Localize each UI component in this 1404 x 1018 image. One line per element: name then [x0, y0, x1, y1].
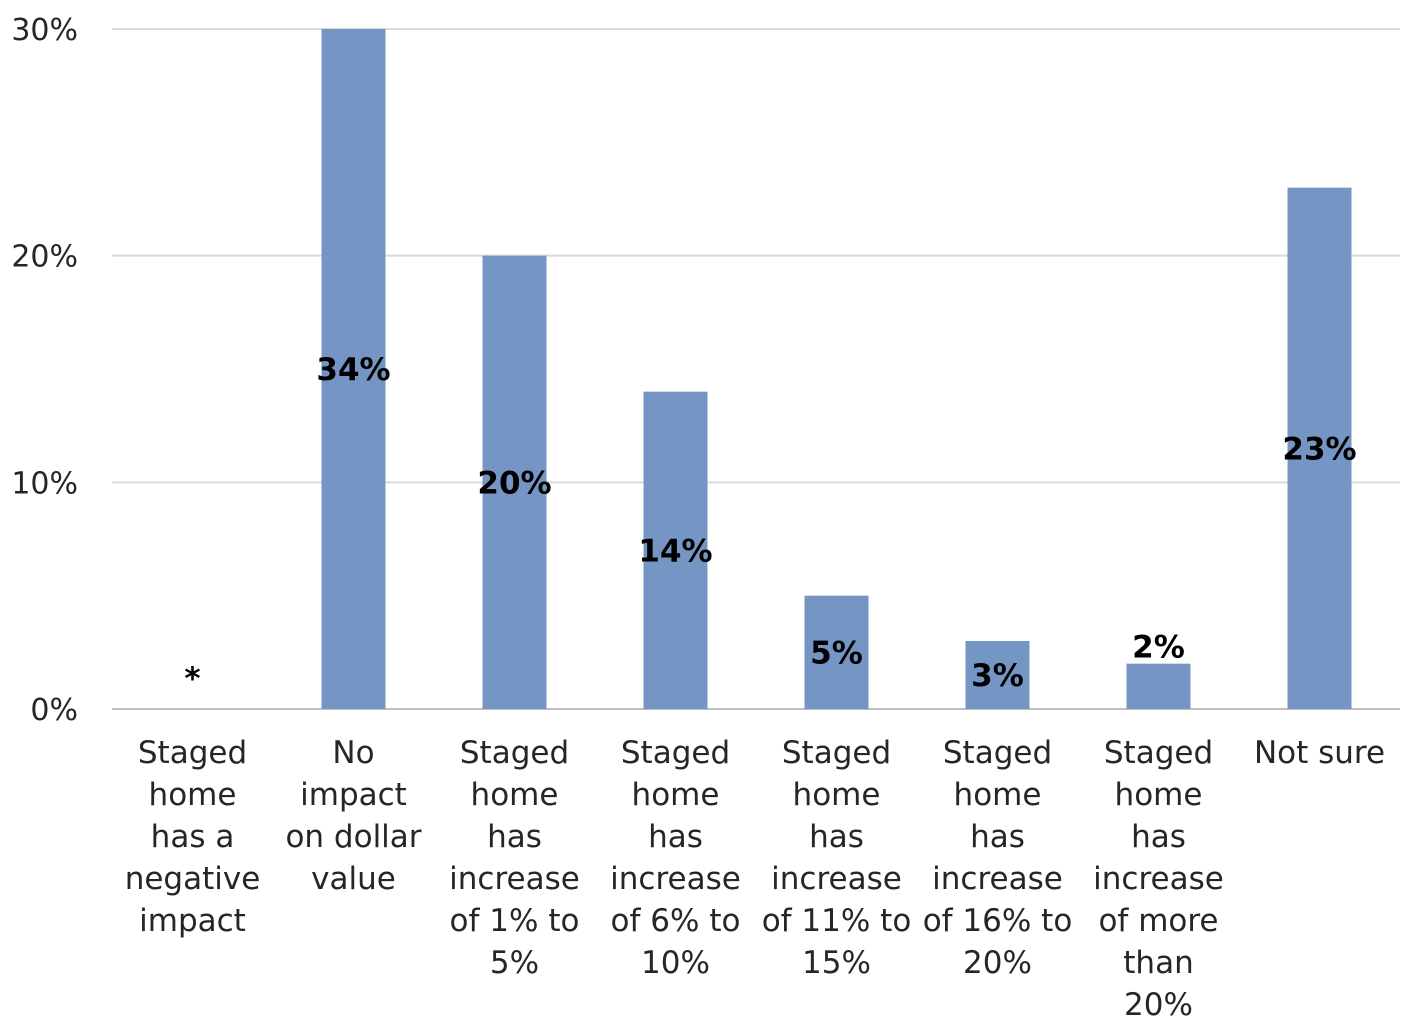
- category-label: Not sure: [1254, 735, 1385, 771]
- data-label: 34%: [316, 352, 390, 388]
- category-label: Staged home has increase of 16% to 20%: [923, 735, 1073, 981]
- data-label: 23%: [1282, 431, 1356, 467]
- data-label: *: [184, 661, 200, 697]
- bars: [321, 29, 1352, 709]
- y-tick-label: 30%: [11, 13, 78, 48]
- y-tick-label: 10%: [11, 466, 78, 501]
- data-label: 3%: [971, 658, 1024, 694]
- category-label: Staged home has increase of 1% to 5%: [449, 735, 580, 981]
- category-label: No impact on dollar value: [285, 735, 421, 897]
- gridlines: [112, 28, 1400, 710]
- data-label: 14%: [638, 533, 712, 569]
- category-label: Staged home has increase of 6% to 10%: [610, 735, 741, 981]
- category-label: Staged home has increase of more than 20%: [1093, 735, 1224, 1018]
- bar: [1287, 187, 1352, 709]
- category-label: Staged home has a negative impact: [125, 735, 261, 939]
- data-label: 5%: [810, 635, 863, 671]
- category-label: Staged home has increase of 11% to 15%: [762, 735, 912, 981]
- data-label: 20%: [477, 465, 551, 501]
- bar: [321, 29, 386, 709]
- bar: [1126, 663, 1191, 709]
- y-axis-ticks: 0% 10% 20% 30%: [11, 13, 78, 728]
- bar: [804, 595, 869, 709]
- data-label: 2%: [1132, 630, 1185, 666]
- data-labels: * 34% 20% 14% 5% 3% 2% 23%: [184, 352, 1356, 697]
- bar: [482, 255, 547, 709]
- y-tick-label: 20%: [11, 240, 78, 275]
- y-tick-label: 0%: [30, 693, 78, 728]
- bar: [643, 391, 708, 709]
- bar: [965, 641, 1030, 709]
